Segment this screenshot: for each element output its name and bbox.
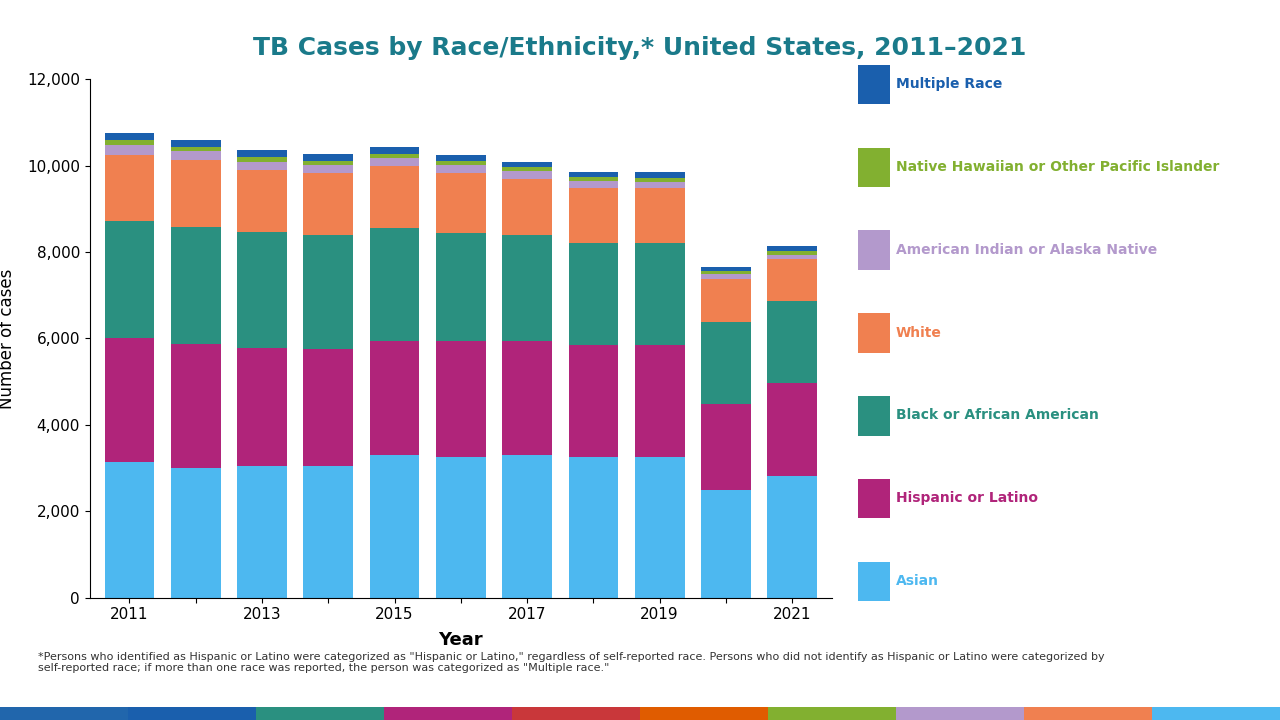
Bar xyxy=(237,348,287,466)
Text: American Indian or Alaska Native: American Indian or Alaska Native xyxy=(896,243,1157,257)
Bar xyxy=(701,267,751,271)
Bar xyxy=(701,279,751,322)
Bar xyxy=(768,383,817,476)
Text: TB Cases by Race/Ethnicity,* United States, 2011–2021: TB Cases by Race/Ethnicity,* United Stat… xyxy=(253,36,1027,60)
Text: Hispanic or Latino: Hispanic or Latino xyxy=(896,491,1038,505)
Bar xyxy=(436,161,485,165)
X-axis label: Year: Year xyxy=(439,631,483,649)
Bar xyxy=(237,158,287,162)
Bar xyxy=(370,154,420,158)
Bar xyxy=(105,462,154,598)
Bar xyxy=(635,345,685,457)
Bar xyxy=(502,167,552,171)
Bar xyxy=(370,455,420,598)
Y-axis label: Number of cases: Number of cases xyxy=(0,269,15,408)
Bar xyxy=(635,178,685,181)
Bar xyxy=(237,466,287,598)
Bar xyxy=(701,322,751,404)
Bar xyxy=(436,165,485,173)
Bar xyxy=(237,162,287,170)
Bar xyxy=(701,490,751,598)
Bar xyxy=(170,147,220,151)
Bar xyxy=(502,235,552,341)
Bar xyxy=(701,271,751,274)
Text: Multiple Race: Multiple Race xyxy=(896,77,1002,91)
Bar xyxy=(502,179,552,235)
Bar xyxy=(237,170,287,232)
Bar xyxy=(568,345,618,457)
Bar xyxy=(303,173,353,235)
Bar xyxy=(502,455,552,598)
Bar xyxy=(568,188,618,243)
Bar xyxy=(370,166,420,228)
Bar xyxy=(170,151,220,160)
Bar xyxy=(701,274,751,279)
Bar xyxy=(635,181,685,189)
Bar xyxy=(436,457,485,598)
Text: Native Hawaiian or Other Pacific Islander: Native Hawaiian or Other Pacific Islande… xyxy=(896,160,1220,174)
Bar xyxy=(105,145,154,155)
Text: Asian: Asian xyxy=(896,574,940,588)
Bar xyxy=(768,246,817,251)
Bar xyxy=(370,158,420,166)
Bar xyxy=(436,155,485,161)
Bar xyxy=(170,227,220,343)
Bar xyxy=(502,341,552,455)
Bar xyxy=(502,171,552,179)
Bar xyxy=(768,301,817,383)
Bar xyxy=(170,140,220,147)
Bar xyxy=(303,154,353,161)
Bar xyxy=(105,155,154,221)
Bar xyxy=(635,457,685,598)
Bar xyxy=(303,466,353,598)
Bar xyxy=(436,173,485,233)
Bar xyxy=(105,133,154,140)
Bar xyxy=(568,171,618,177)
Bar xyxy=(170,160,220,227)
Bar xyxy=(635,243,685,345)
Bar xyxy=(502,162,552,167)
Bar xyxy=(436,233,485,341)
Bar xyxy=(303,165,353,173)
Bar xyxy=(237,150,287,158)
Bar xyxy=(303,161,353,165)
Bar xyxy=(568,181,618,188)
Bar xyxy=(768,255,817,259)
Bar xyxy=(303,349,353,466)
Bar xyxy=(105,221,154,338)
Text: *Persons who identified as Hispanic or Latino were categorized as "Hispanic or L: *Persons who identified as Hispanic or L… xyxy=(38,652,1105,673)
Bar xyxy=(568,177,618,181)
Bar xyxy=(436,341,485,457)
Bar xyxy=(768,476,817,598)
Bar xyxy=(170,468,220,598)
Bar xyxy=(768,251,817,255)
Bar xyxy=(635,189,685,243)
Bar xyxy=(568,457,618,598)
Bar xyxy=(370,148,420,154)
Bar xyxy=(370,228,420,341)
Bar xyxy=(105,140,154,145)
Bar xyxy=(635,172,685,178)
Bar xyxy=(237,232,287,348)
Bar xyxy=(303,235,353,349)
Text: White: White xyxy=(896,325,942,340)
Bar xyxy=(370,341,420,455)
Bar xyxy=(568,243,618,345)
Bar xyxy=(768,259,817,301)
Bar xyxy=(105,338,154,462)
Text: Black or African American: Black or African American xyxy=(896,408,1098,423)
Bar xyxy=(170,343,220,468)
Bar xyxy=(701,404,751,490)
